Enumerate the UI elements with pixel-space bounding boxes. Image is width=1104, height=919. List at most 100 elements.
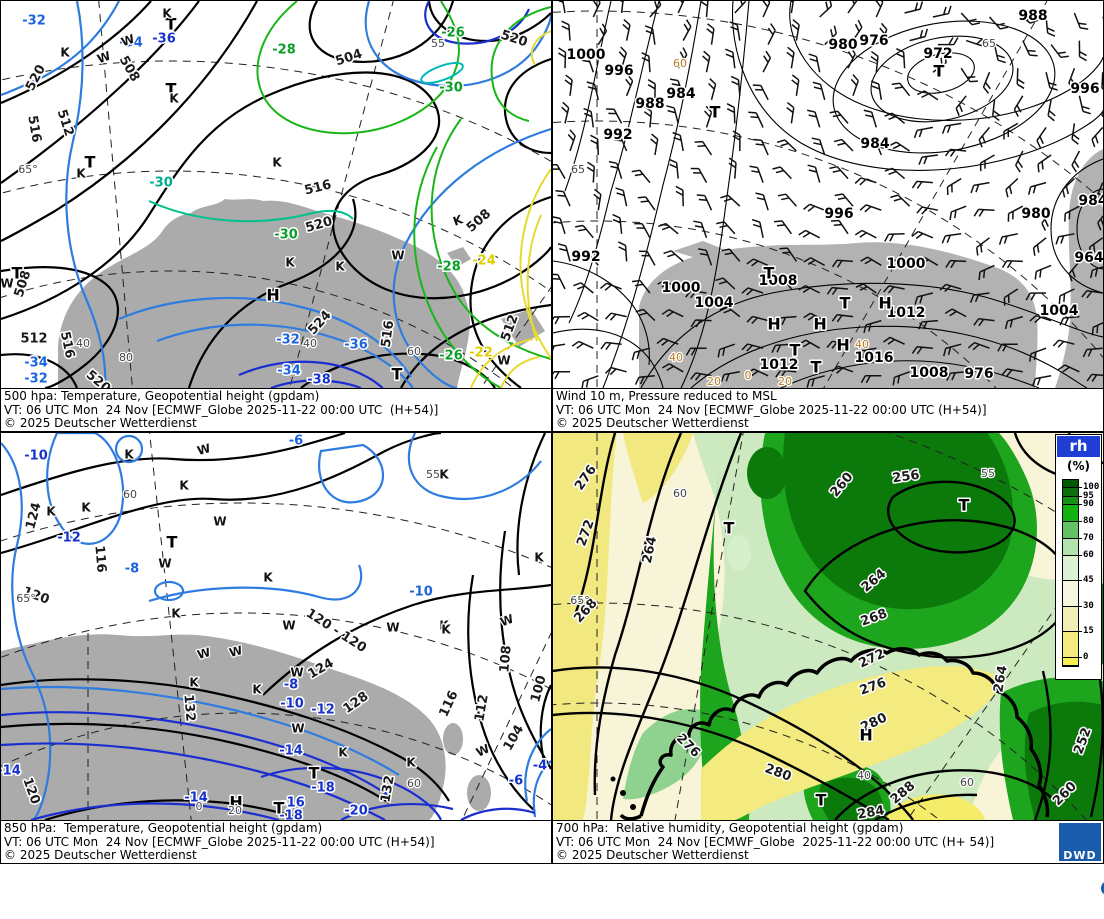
map-label: W (291, 722, 304, 736)
wind-barb (700, 51, 711, 72)
map-label: K (263, 571, 273, 585)
wind-barb (1014, 151, 1029, 172)
map-label: 40 (76, 337, 90, 350)
map-label: -8 (125, 562, 139, 577)
map-label: 984 (1078, 193, 1103, 209)
map-label: T (790, 341, 801, 360)
wind-barb (578, 310, 599, 326)
wind-barb (938, 38, 958, 45)
map-label: T (764, 264, 775, 283)
map-label: 1000 (662, 280, 701, 296)
map-label: K (46, 505, 56, 519)
rh-legend-tick-mark (1078, 631, 1082, 632)
wind-barb (1100, 100, 1103, 121)
rh-legend-tick-mark (1078, 538, 1082, 539)
map-label: K (171, 607, 181, 621)
wind-barb (558, 102, 569, 123)
wind-barb (606, 106, 622, 127)
wind-barb (553, 317, 570, 324)
wind-barb (645, 1, 664, 17)
map-label: 40 (303, 337, 317, 350)
wind-barb (705, 24, 715, 45)
map-label: 65° (16, 592, 36, 605)
wind-barb (896, 48, 904, 68)
wind-barb (1012, 96, 1028, 117)
wind-barb (961, 64, 978, 85)
rh-legend-tick-label: 0 (1083, 652, 1088, 662)
wind-barb (575, 222, 593, 242)
wind-barb (586, 162, 594, 182)
wind-barb (558, 48, 566, 68)
caption-copyright: © 2025 Deutscher Wetterdienst (556, 849, 1103, 863)
map-label: -6 (509, 774, 523, 789)
map-label: 1004 (695, 295, 734, 311)
rh-legend-tick-label: 60 (1083, 550, 1094, 560)
rh-legend-tick-label: 90 (1083, 499, 1094, 509)
rh-legend-segment (1063, 556, 1078, 581)
map-label: T (309, 764, 320, 783)
map-label: 100 (528, 674, 550, 704)
wind-barb (808, 163, 820, 184)
map-label: -8 (284, 678, 298, 693)
wind-barb (1079, 94, 1090, 115)
dwd-logo: DWD (1059, 823, 1101, 861)
map-label: 80 (119, 351, 133, 364)
wind-barb (584, 108, 594, 129)
dwd-logo-text: DWD (1059, 850, 1101, 862)
wind-barb (954, 96, 972, 116)
rh-legend-tick-mark (1078, 521, 1082, 522)
map-label: 124 (23, 501, 45, 531)
map-label: 116 (91, 545, 108, 573)
wind-barb (1071, 123, 1081, 144)
map-label: 108 (497, 645, 514, 673)
map-label: 60 (407, 345, 421, 358)
rh-legend-segment (1063, 505, 1078, 522)
wind-barb (829, 164, 848, 184)
map-label: 55 (431, 37, 445, 50)
wind-barb (620, 20, 631, 41)
map-label: 992 (571, 249, 600, 265)
rh-legend-units: (%) (1056, 458, 1101, 474)
map-label: K (534, 551, 544, 565)
map-label: 60 (673, 487, 687, 500)
wind-barb (998, 234, 1019, 245)
map-label: -24 (472, 254, 496, 269)
map-label: W (386, 621, 399, 635)
map-label: T (85, 153, 96, 172)
rh-legend-segment (1063, 480, 1078, 488)
map-label: K (451, 212, 465, 229)
wind-barb (773, 164, 792, 183)
wind-barb (658, 221, 678, 239)
map-label: K (441, 623, 451, 637)
wind-barb (1003, 261, 1023, 269)
wind-barb (948, 206, 969, 220)
map-label: W (497, 354, 510, 368)
map-label: -26 (439, 349, 463, 364)
wind-barb (616, 187, 627, 208)
rh-legend-tick-mark (1078, 496, 1082, 497)
rh-legend-segment (1063, 522, 1078, 539)
map-label: 992 (603, 127, 632, 143)
wind-barb (695, 138, 712, 159)
map-label: 1008 (910, 365, 949, 381)
map-label: T (724, 519, 735, 538)
wind-barb (1089, 127, 1103, 147)
wind-barb (563, 130, 576, 151)
wind-barb (572, 340, 593, 355)
map-label: K (439, 468, 449, 482)
caption-wind-msl: Wind 10 m, Pressure reduced to MSL VT: 0… (553, 388, 1103, 431)
map-label: 65 (982, 37, 996, 50)
wind-barb (992, 100, 1001, 121)
rh-legend-tick-mark (1078, 580, 1082, 581)
wind-barb (908, 29, 929, 41)
wind-barb (748, 109, 763, 130)
rh-legend-tick-mark (1078, 487, 1082, 488)
map-label: -12 (311, 703, 335, 718)
map-label: K (76, 167, 86, 181)
wind-barb (974, 238, 994, 256)
wind-barb (553, 271, 565, 292)
wind-barb (846, 75, 859, 96)
wind-barb (813, 80, 825, 101)
wind-barb (731, 76, 740, 97)
